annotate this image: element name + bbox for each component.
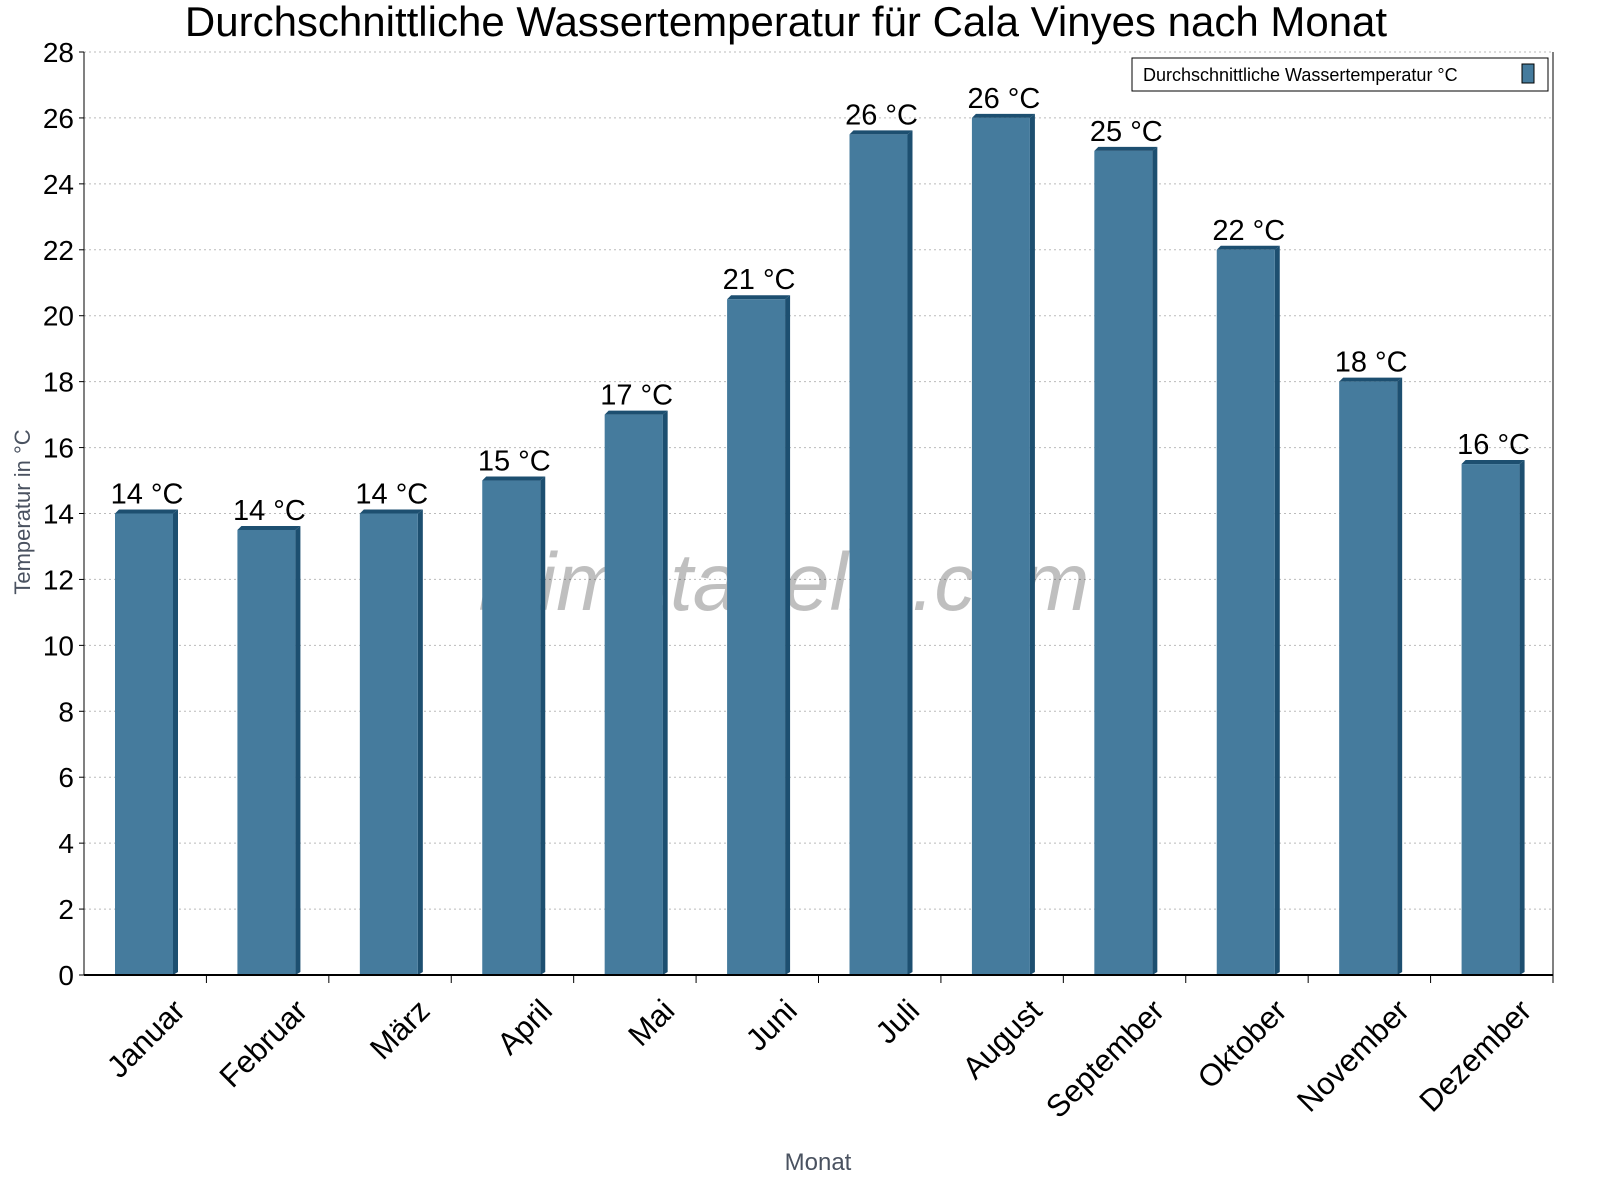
bar-side <box>662 410 668 975</box>
bar <box>237 529 296 975</box>
bar-side <box>1397 377 1403 976</box>
legend: Durchschnittliche Wassertemperatur °C <box>1131 57 1549 92</box>
y-axis-label: Temperatur in °C <box>10 429 35 594</box>
y-tick-label: 28 <box>43 37 74 68</box>
bar-top <box>971 113 1035 118</box>
bar <box>604 414 663 975</box>
data-label: 16 °C <box>1457 429 1530 461</box>
legend-label: Durchschnittliche Wassertemperatur °C <box>1143 65 1458 85</box>
bar-top <box>1461 460 1525 465</box>
gridlines <box>84 51 1553 910</box>
bar-top <box>1094 146 1158 151</box>
y-tick-label: 12 <box>43 564 74 595</box>
y-tick-label: 16 <box>43 433 74 464</box>
legend-swatch <box>1521 63 1535 84</box>
y-tick-label: 26 <box>43 103 74 134</box>
y-tick-label: 14 <box>43 499 74 530</box>
bar <box>115 513 173 975</box>
bar-side <box>1519 460 1525 975</box>
x-axis-label: Monat <box>785 1149 852 1176</box>
y-tick-label: 4 <box>58 828 74 859</box>
data-label: 26 °C <box>845 99 918 131</box>
x-tick-label: August <box>956 992 1049 1085</box>
x-tick-label: Juni <box>739 993 804 1058</box>
bar-top <box>359 509 423 514</box>
x-tick-label: Januar <box>100 993 192 1085</box>
y-tick-label: 0 <box>58 960 74 991</box>
chart-title: Durchschnittliche Wassertemperatur für C… <box>185 0 1388 45</box>
bar-side <box>295 525 301 975</box>
bar <box>359 513 418 975</box>
y-tick-label: 2 <box>58 894 74 925</box>
data-label: 25 °C <box>1090 116 1163 148</box>
bar-side <box>540 476 546 975</box>
data-label: 14 °C <box>111 479 184 511</box>
data-label: 26 °C <box>967 83 1040 115</box>
x-tick-label: September <box>1039 993 1171 1125</box>
x-tick-label: Februar <box>213 993 315 1095</box>
bar <box>1094 150 1153 976</box>
bar-side <box>1274 245 1280 976</box>
y-tick-label: 8 <box>58 696 74 727</box>
y-tick-label: 6 <box>58 762 74 793</box>
data-label: 17 °C <box>600 380 673 412</box>
bar-side <box>173 509 178 975</box>
y-tick-label: 18 <box>43 367 74 398</box>
bar-top <box>1216 245 1280 250</box>
y-tick-label: 20 <box>43 301 74 332</box>
x-tick-label: März <box>363 993 436 1066</box>
bar <box>971 117 1030 975</box>
bar-top <box>604 410 668 415</box>
x-tick-label: Juli <box>869 993 927 1051</box>
bar <box>1216 249 1275 976</box>
data-label: 21 °C <box>723 264 796 296</box>
y-tick-label: 10 <box>43 630 74 661</box>
data-label: 14 °C <box>233 495 306 527</box>
x-tick-label: Mai <box>621 993 681 1053</box>
bar-side <box>907 130 913 976</box>
bar-top <box>1339 377 1403 382</box>
bar <box>1461 464 1520 975</box>
bar-top <box>849 130 913 135</box>
bar-side <box>785 295 791 975</box>
bar <box>849 134 908 976</box>
y-tick-label: 22 <box>43 235 74 266</box>
bar-top <box>115 509 178 514</box>
data-label: 18 °C <box>1335 347 1408 379</box>
x-tick-label: November <box>1290 993 1416 1119</box>
bars: 14 °C 14 °C 14 °C 15 °C 17 °C 21 °C 26 °C 26 °C… <box>111 83 1530 976</box>
legend-box <box>1131 57 1549 92</box>
y-tick-label: 24 <box>43 169 74 200</box>
data-label: 14 °C <box>355 479 428 511</box>
data-label: 22 °C <box>1212 215 1285 247</box>
bar <box>1339 381 1398 976</box>
bar-top <box>727 295 791 300</box>
bar-top <box>237 525 301 530</box>
bar <box>482 480 541 975</box>
bar-top <box>482 476 546 481</box>
bar-side <box>1029 113 1035 975</box>
data-label: 15 °C <box>478 446 551 478</box>
bar-side <box>417 509 423 975</box>
bar <box>727 299 786 975</box>
x-tick-label: Dezember <box>1412 993 1538 1119</box>
x-tick-label: April <box>490 993 559 1062</box>
x-tick-label: Oktober <box>1191 993 1294 1096</box>
bar-side <box>1152 146 1158 976</box>
